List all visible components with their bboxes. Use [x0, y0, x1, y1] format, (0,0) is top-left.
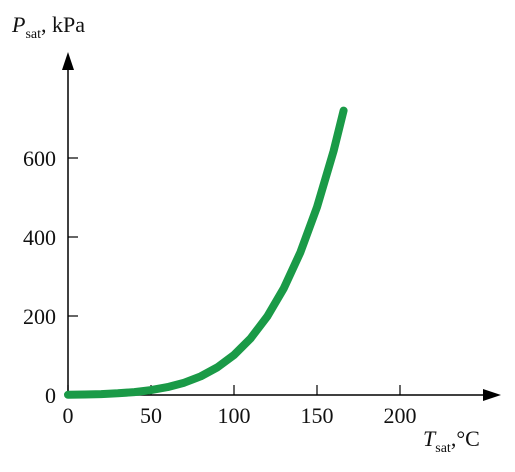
x-tick-label: 0 — [63, 403, 74, 428]
y-tick-label: 600 — [23, 146, 56, 171]
y-axis-title: Psat, kPa — [11, 12, 85, 42]
ticks: 0 50 100 150 200 0 200 400 600 — [23, 146, 417, 428]
x-tick-label: 150 — [301, 403, 334, 428]
x-axis-symbol: T — [423, 426, 437, 451]
y-axis-unit: , kPa — [41, 12, 85, 37]
x-axis-subscript: sat — [435, 441, 451, 456]
saturation-curve — [64, 106, 348, 399]
y-axis-symbol: P — [11, 12, 25, 37]
y-axis-arrow-icon — [62, 52, 74, 70]
x-tick-label: 200 — [384, 403, 417, 428]
x-tick-label: 50 — [140, 403, 162, 428]
y-axis-subscript: sat — [25, 27, 41, 42]
y-tick-label: 200 — [23, 304, 56, 329]
x-axis-title: Tsat,°C — [423, 426, 480, 456]
series-curves — [64, 106, 348, 399]
y-tick-label: 400 — [23, 225, 56, 250]
x-tick-label: 100 — [218, 403, 251, 428]
y-tick-label: 0 — [45, 383, 56, 408]
x-axis-arrow-icon — [483, 389, 501, 401]
x-axis-unit: ,°C — [451, 426, 480, 451]
